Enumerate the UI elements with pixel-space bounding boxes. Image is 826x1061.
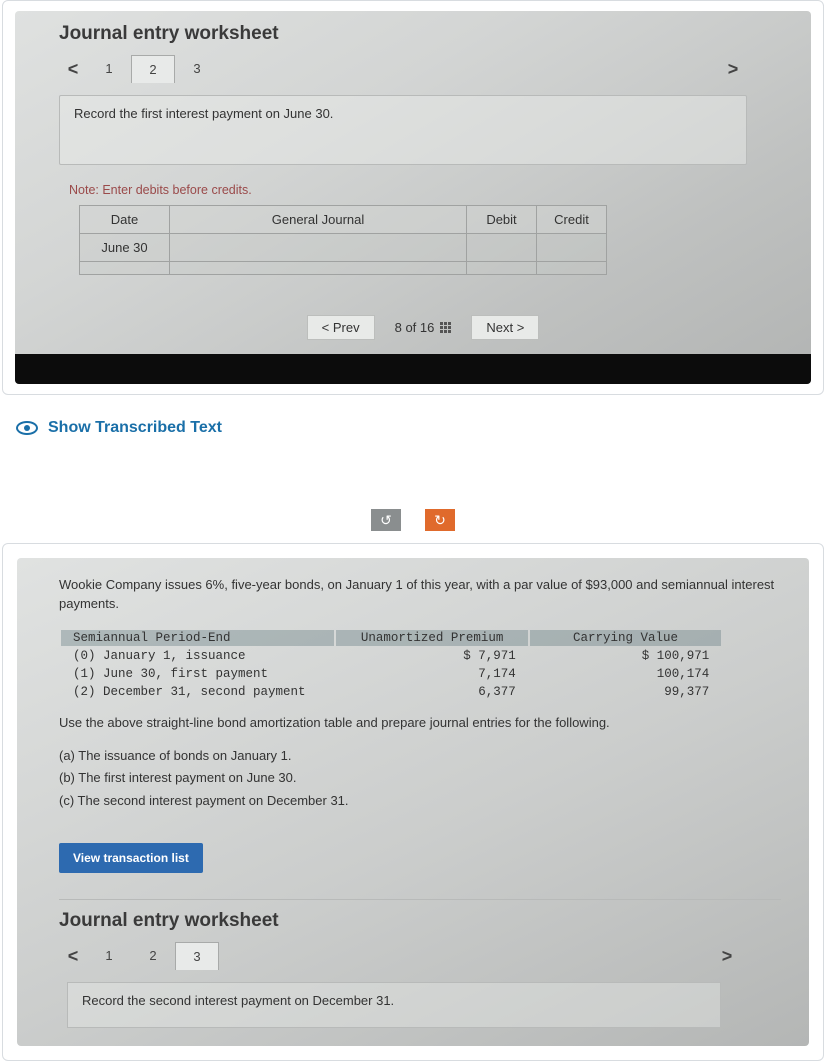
transcribe-label: Show Transcribed Text [48, 419, 222, 437]
tab-1[interactable]: 1 [87, 55, 131, 83]
th-general-journal: General Journal [170, 206, 467, 234]
th-date: Date [80, 206, 170, 234]
photo-bottom-bar [15, 354, 811, 384]
prev-button[interactable]: < Prev [307, 315, 375, 340]
th-carrying: Carrying Value [530, 630, 721, 646]
cell-premium: 7,174 [336, 666, 527, 682]
mid-buttons: ↺ ↻ [0, 509, 826, 531]
question-text: Wookie Company issues 6%, five-year bond… [59, 576, 781, 614]
record-instruction-text: Record the first interest payment on Jun… [74, 106, 333, 121]
part-c: (c) The second interest payment on Decem… [59, 792, 781, 811]
record-instruction-box: Record the first interest payment on Jun… [59, 95, 747, 165]
cell-premium: 6,377 [336, 684, 527, 700]
show-transcribed-text-button[interactable]: Show Transcribed Text [0, 407, 826, 449]
top-photo-region: Journal entry worksheet < 1 2 3 > Record… [15, 11, 811, 384]
cell-credit[interactable] [537, 262, 607, 275]
grid-icon[interactable] [440, 322, 451, 333]
top-card: Journal entry worksheet < 1 2 3 > Record… [2, 0, 824, 395]
tab-1-b[interactable]: 1 [87, 942, 131, 970]
pager: < Prev 8 of 16 Next > [59, 315, 787, 348]
journal-entry-table: Date General Journal Debit Credit June 3… [79, 205, 607, 275]
cell-carrying: 100,174 [530, 666, 721, 682]
tab-row-bottom: < 1 2 3 > [59, 942, 781, 970]
worksheet-2-title: Journal entry worksheet [59, 910, 781, 932]
cell-period: (2) December 31, second payment [61, 684, 334, 700]
bottom-card: Wookie Company issues 6%, five-year bond… [2, 543, 824, 1061]
next-tab-chevron-2[interactable]: > [713, 946, 741, 967]
redo-button[interactable]: ↻ [425, 509, 455, 531]
table-header-row: Semiannual Period-End Unamortized Premiu… [61, 630, 721, 646]
th-credit: Credit [537, 206, 607, 234]
record-instruction-box-2: Record the second interest payment on De… [67, 982, 721, 1028]
tab-row-top: < 1 2 3 > [59, 55, 787, 83]
tab-3[interactable]: 3 [175, 55, 219, 83]
cell-carrying: $ 100,971 [530, 648, 721, 664]
cell-period: (0) January 1, issuance [61, 648, 334, 664]
worksheet-2-region: Journal entry worksheet < 1 2 3 > Record… [59, 899, 781, 1028]
table-row [80, 262, 607, 275]
th-period: Semiannual Period-End [61, 630, 334, 646]
tab-2[interactable]: 2 [131, 55, 175, 83]
cell-date[interactable] [80, 262, 170, 275]
th-premium: Unamortized Premium [336, 630, 527, 646]
use-instruction-text: Use the above straight-line bond amortiz… [59, 714, 781, 733]
undo-button[interactable]: ↺ [371, 509, 401, 531]
table-row: (0) January 1, issuance $ 7,971 $ 100,97… [61, 648, 721, 664]
view-transaction-list-button[interactable]: View transaction list [59, 843, 203, 873]
page-pos-text: 8 of 16 [395, 320, 435, 335]
cell-gj[interactable] [170, 262, 467, 275]
cell-debit[interactable] [467, 234, 537, 262]
cell-premium: $ 7,971 [336, 648, 527, 664]
note-text: Note: Enter debits before credits. [69, 183, 787, 197]
part-a: (a) The issuance of bonds on January 1. [59, 747, 781, 766]
cell-period: (1) June 30, first payment [61, 666, 334, 682]
cell-debit[interactable] [467, 262, 537, 275]
amortization-table: Semiannual Period-End Unamortized Premiu… [59, 628, 723, 702]
next-button[interactable]: Next > [471, 315, 539, 340]
tab-3-b[interactable]: 3 [175, 942, 219, 970]
table-row: June 30 [80, 234, 607, 262]
next-tab-chevron[interactable]: > [719, 59, 747, 80]
th-debit: Debit [467, 206, 537, 234]
table-row: (2) December 31, second payment 6,377 99… [61, 684, 721, 700]
part-b: (b) The first interest payment on June 3… [59, 769, 781, 788]
worksheet-title: Journal entry worksheet [59, 23, 787, 45]
table-row: (1) June 30, first payment 7,174 100,174 [61, 666, 721, 682]
cell-gj[interactable] [170, 234, 467, 262]
prev-tab-chevron-2[interactable]: < [59, 946, 87, 967]
bottom-photo-region: Wookie Company issues 6%, five-year bond… [17, 558, 809, 1046]
record-instruction-text-2: Record the second interest payment on De… [82, 993, 394, 1008]
cell-date: June 30 [80, 234, 170, 262]
eye-icon [16, 421, 38, 435]
cell-carrying: 99,377 [530, 684, 721, 700]
page-indicator: 8 of 16 [395, 320, 452, 335]
tab-2-b[interactable]: 2 [131, 942, 175, 970]
prev-tab-chevron[interactable]: < [59, 59, 87, 80]
cell-credit[interactable] [537, 234, 607, 262]
